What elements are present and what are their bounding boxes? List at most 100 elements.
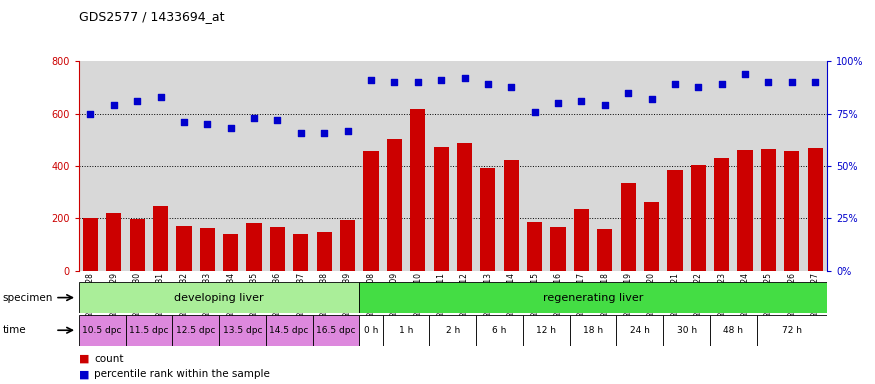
Bar [457,142,472,271]
Bar [266,315,312,346]
Text: 1 h: 1 h [399,326,413,335]
Bar [550,227,565,271]
Text: ■: ■ [79,369,89,379]
Text: developing liver: developing liver [174,293,264,303]
Point [551,100,565,106]
Bar [714,158,729,271]
Bar [79,282,360,313]
Point [388,79,402,85]
Bar [172,315,219,346]
Bar [574,209,589,271]
Bar [476,315,523,346]
Point [364,77,378,83]
Point [410,79,424,85]
Point [107,102,121,108]
Point [154,94,168,100]
Bar [738,151,752,271]
Point [318,129,332,136]
Point [481,81,495,88]
Point [247,115,261,121]
Bar [433,147,449,271]
Point [504,83,518,89]
Bar [387,139,402,271]
Bar [644,202,659,271]
Text: 2 h: 2 h [445,326,460,335]
Bar [270,227,285,271]
Bar [360,315,382,346]
Text: regenerating liver: regenerating liver [542,293,643,303]
Text: 11.5 dpc: 11.5 dpc [130,326,169,335]
Text: 48 h: 48 h [724,326,744,335]
Point [785,79,799,85]
Bar [668,170,682,271]
Point [458,75,472,81]
Point [621,90,635,96]
Point [668,81,682,88]
Point [715,81,729,88]
Bar [223,233,238,271]
Point [340,127,354,134]
Text: 30 h: 30 h [676,326,696,335]
Bar [504,159,519,271]
Bar [523,315,570,346]
Bar [200,228,215,271]
Bar [757,315,827,346]
Point [598,102,612,108]
Point [574,98,588,104]
Text: 16.5 dpc: 16.5 dpc [316,326,355,335]
Point [434,77,448,83]
Text: 12 h: 12 h [536,326,556,335]
Point [808,79,822,85]
Bar [808,148,822,271]
Text: 13.5 dpc: 13.5 dpc [222,326,262,335]
Bar [690,165,706,271]
Point [528,109,542,115]
Text: ■: ■ [79,354,89,364]
Bar [480,168,495,271]
Point [761,79,775,85]
Bar [761,149,776,271]
Text: 6 h: 6 h [493,326,507,335]
Bar [247,223,262,271]
Text: percentile rank within the sample: percentile rank within the sample [94,369,270,379]
Bar [784,151,800,271]
Text: GDS2577 / 1433694_at: GDS2577 / 1433694_at [79,10,224,23]
Text: specimen: specimen [3,293,53,303]
Bar [106,213,122,271]
Bar [360,282,827,313]
Bar [177,226,192,271]
Point [83,111,97,117]
Text: 24 h: 24 h [630,326,650,335]
Point [691,83,705,89]
Text: 12.5 dpc: 12.5 dpc [176,326,215,335]
Bar [527,222,542,271]
Point [270,117,284,123]
Text: 72 h: 72 h [781,326,802,335]
Point [224,125,238,131]
Bar [317,232,332,271]
Bar [293,233,309,271]
Point [130,98,144,104]
Text: 10.5 dpc: 10.5 dpc [82,326,122,335]
Point [738,71,752,77]
Bar [710,315,757,346]
Bar [130,219,144,271]
Bar [340,220,355,271]
Bar [570,315,617,346]
Bar [219,315,266,346]
Bar [153,206,168,271]
Bar [663,315,710,346]
Text: 0 h: 0 h [364,326,378,335]
Bar [597,229,612,271]
Point [200,121,214,127]
Point [294,129,308,136]
Text: time: time [3,325,26,335]
Bar [410,109,425,271]
Text: 18 h: 18 h [583,326,603,335]
Bar [382,315,430,346]
Bar [83,218,98,271]
Bar [430,315,476,346]
Bar [125,315,172,346]
Bar [79,315,125,346]
Text: count: count [94,354,124,364]
